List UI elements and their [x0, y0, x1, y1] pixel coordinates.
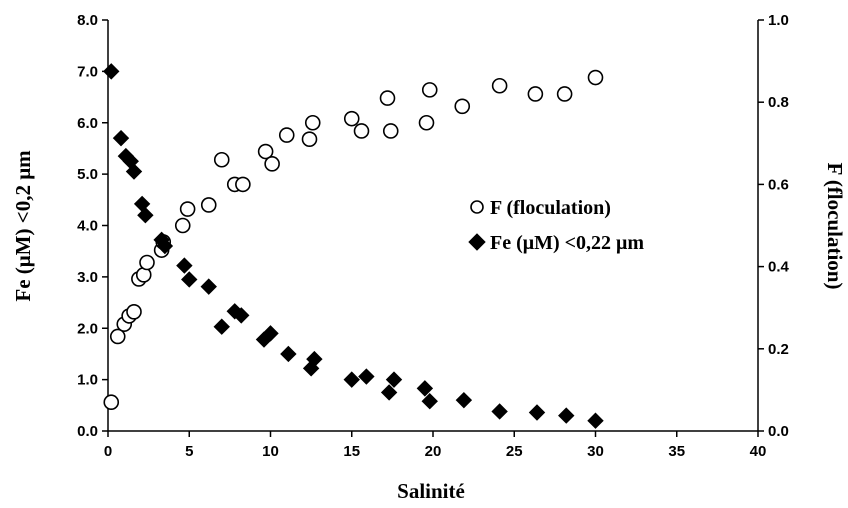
- data-point-fe: [281, 346, 296, 361]
- data-point-floculation: [303, 132, 317, 146]
- y-left-tick-label: 2.0: [77, 320, 98, 337]
- legend-marker-fe: [469, 234, 485, 250]
- data-point-fe: [530, 405, 545, 420]
- y-left-tick-label: 7.0: [77, 63, 98, 80]
- y-right-tick-label: 0.0: [768, 423, 789, 440]
- y-right-tick-label: 1.0: [768, 12, 789, 29]
- data-point-floculation: [455, 99, 469, 113]
- legend-label-fe: Fe (μM) <0,22 μm: [490, 232, 644, 254]
- legend-marker-floculation: [471, 201, 483, 213]
- x-tick-label: 15: [343, 443, 360, 460]
- data-point-floculation: [528, 87, 542, 101]
- y-axis-right-title: F (floculation): [823, 163, 847, 290]
- data-point-fe: [588, 413, 603, 428]
- data-point-floculation: [215, 153, 229, 167]
- x-tick-label: 0: [104, 443, 112, 460]
- data-point-floculation: [355, 124, 369, 138]
- legend: F (floculation) Fe (μM) <0,22 μm: [469, 197, 644, 254]
- y-right-tick-label: 0.6: [768, 176, 789, 193]
- y-right-tick-label: 0.4: [768, 259, 790, 276]
- data-point-floculation: [493, 79, 507, 93]
- y-right-tick-label: 0.2: [768, 341, 789, 358]
- data-point-fe: [201, 279, 216, 294]
- data-point-floculation: [423, 83, 437, 97]
- data-point-floculation: [381, 91, 395, 105]
- data-point-floculation: [558, 87, 572, 101]
- data-point-floculation: [236, 177, 250, 191]
- y-left-tick-label: 6.0: [77, 115, 98, 132]
- x-tick-label: 5: [185, 443, 193, 460]
- data-point-floculation: [202, 198, 216, 212]
- y-left-tick-label: 0.0: [77, 423, 98, 440]
- data-point-floculation: [140, 255, 154, 269]
- data-point-floculation: [127, 305, 141, 319]
- y-left-tick-label: 4.0: [77, 218, 98, 235]
- data-point-fe: [456, 393, 471, 408]
- data-point-floculation: [280, 128, 294, 142]
- data-point-floculation: [265, 157, 279, 171]
- data-point-floculation: [420, 116, 434, 130]
- y-left-tick-label: 8.0: [77, 12, 98, 29]
- x-tick-label: 35: [668, 443, 685, 460]
- legend-label-floculation: F (floculation): [490, 197, 611, 219]
- y-left-tick-label: 1.0: [77, 372, 98, 389]
- y-left-tick-label: 5.0: [77, 166, 98, 183]
- data-point-floculation: [176, 219, 190, 233]
- y-axis-left-title: Fe (μM) <0,2 μm: [11, 150, 35, 302]
- y-left-tick-label: 3.0: [77, 269, 98, 286]
- data-point-floculation: [384, 124, 398, 138]
- data-point-floculation: [104, 395, 118, 409]
- data-point-floculation: [306, 116, 320, 130]
- data-point-fe: [214, 319, 229, 334]
- data-point-fe: [559, 408, 574, 423]
- data-point-fe: [182, 272, 197, 287]
- data-point-floculation: [181, 202, 195, 216]
- data-point-fe: [114, 131, 129, 146]
- x-tick-label: 25: [506, 443, 523, 460]
- data-point-fe: [359, 369, 374, 384]
- x-axis-title: Salinité: [397, 479, 465, 503]
- x-tick-label: 10: [262, 443, 279, 460]
- data-point-floculation: [345, 112, 359, 126]
- x-tick-label: 30: [587, 443, 604, 460]
- x-tick-label: 40: [750, 443, 767, 460]
- y-right-tick-label: 0.8: [768, 94, 789, 111]
- axes-layer: 0 5 10 15 20 25 30 35 400.01.02.03.04.05.06.07.0…: [77, 12, 789, 460]
- data-point-fe: [177, 258, 192, 273]
- data-point-fe: [104, 64, 119, 79]
- data-point-floculation: [589, 71, 603, 85]
- x-tick-label: 20: [425, 443, 442, 460]
- data-point-fe: [344, 372, 359, 387]
- data-point-fe: [492, 404, 507, 419]
